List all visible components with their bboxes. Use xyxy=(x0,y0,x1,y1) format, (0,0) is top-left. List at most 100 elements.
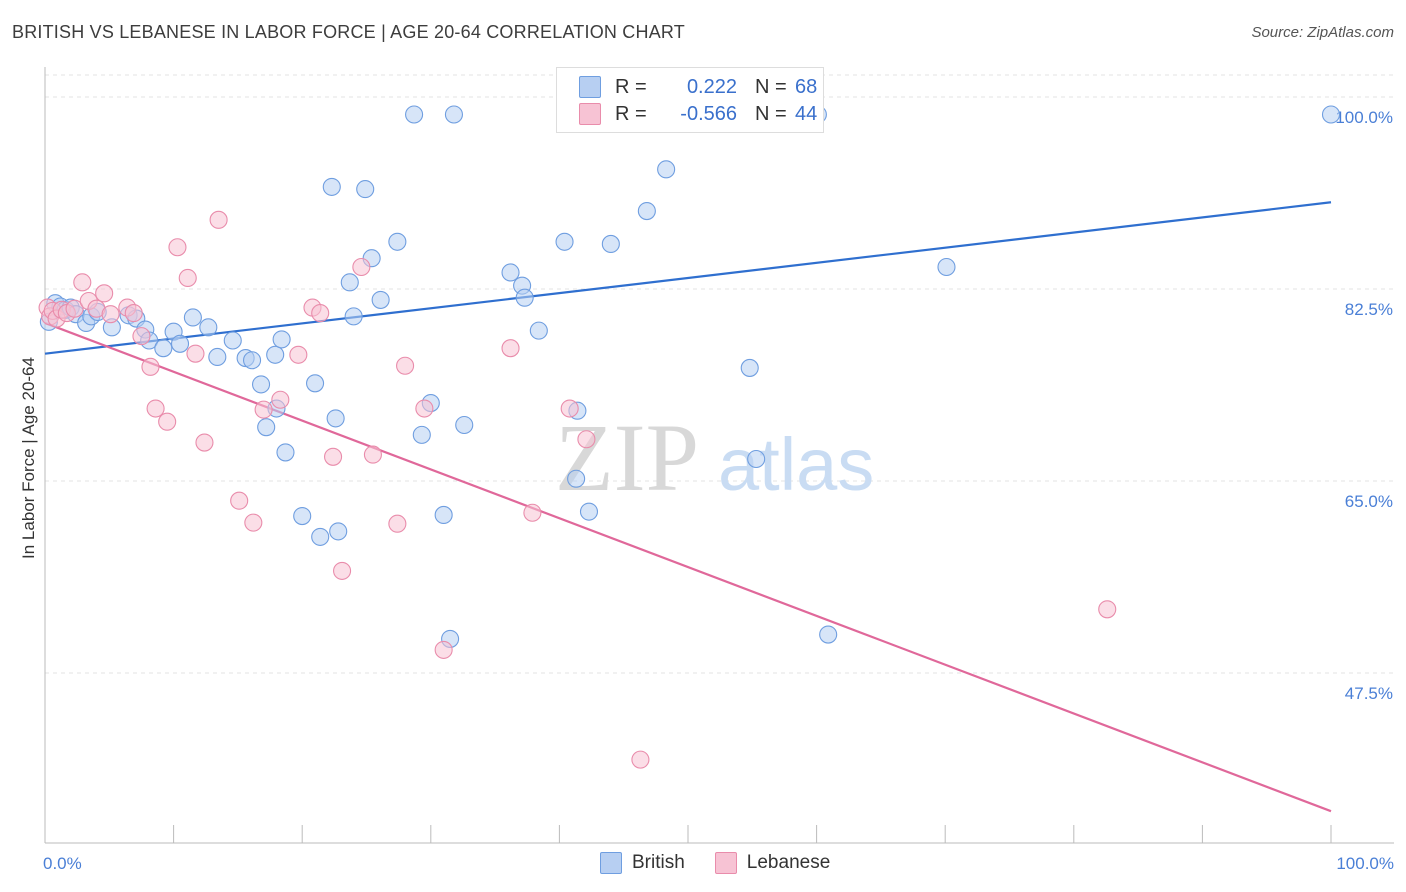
british-point xyxy=(579,502,599,521)
grid-layer xyxy=(45,74,1394,674)
lebanese-point xyxy=(560,399,579,418)
lebanese-point xyxy=(388,514,407,533)
british-point xyxy=(567,469,586,488)
lebanese-point xyxy=(101,305,120,324)
british-point xyxy=(223,331,242,350)
trendline-british xyxy=(44,201,1332,355)
lebanese-point xyxy=(631,750,650,769)
y-tick-label: 65.0% xyxy=(1345,492,1393,511)
lebanese-point xyxy=(311,304,330,323)
british-point xyxy=(183,308,202,327)
british-point xyxy=(529,321,548,340)
lebanese-point xyxy=(132,327,151,346)
lebanese-point xyxy=(396,356,415,375)
lebanese-point xyxy=(65,299,84,318)
lebanese-point xyxy=(230,491,249,510)
trendline-lebanese xyxy=(44,321,1332,813)
lebanese-point xyxy=(271,390,290,409)
lebanese-point xyxy=(146,399,165,418)
british-n-value: 68 xyxy=(795,75,818,98)
lebanese-point xyxy=(124,304,143,323)
british-point xyxy=(266,345,285,364)
lebanese-point xyxy=(352,257,371,277)
lebanese-point xyxy=(168,238,187,257)
british-point xyxy=(747,449,766,469)
correlation-legend: R = 0.222 N = 68 R = -0.566 N = 44 xyxy=(556,67,824,133)
british-point xyxy=(388,232,407,251)
british-point xyxy=(329,522,348,541)
british-point xyxy=(340,273,359,292)
legend-item-british: British xyxy=(600,852,685,874)
british-r-value: 0.222 xyxy=(686,75,737,98)
lebanese-point xyxy=(1098,600,1117,619)
british-point xyxy=(356,180,375,199)
source-label: Source: ZipAtlas.com xyxy=(1251,24,1394,41)
lebanese-point xyxy=(523,503,542,522)
british-point xyxy=(371,290,390,309)
british-point xyxy=(170,334,190,353)
british-point xyxy=(937,257,956,277)
british-point xyxy=(199,318,218,337)
legend-row-lebanese: R = -0.566 N = 44 xyxy=(579,102,817,126)
lebanese-point xyxy=(363,445,382,464)
british-point xyxy=(637,201,656,221)
british-point xyxy=(154,339,173,358)
lebanese-point xyxy=(434,640,453,659)
lebanese-point xyxy=(244,513,263,532)
lebanese-point xyxy=(577,430,596,449)
lebanese-n-value: 44 xyxy=(795,102,818,125)
legend-row-british: R = 0.222 N = 68 xyxy=(579,75,817,99)
lebanese-point xyxy=(141,357,160,376)
lebanese-r-label: R = xyxy=(615,102,647,125)
british-point xyxy=(242,351,262,370)
british-point xyxy=(306,374,325,393)
british-point xyxy=(657,160,676,179)
lebanese-point xyxy=(254,400,273,419)
british-swatch xyxy=(579,76,601,98)
british-point xyxy=(251,375,271,394)
british-point xyxy=(293,507,312,526)
british-point xyxy=(1321,105,1341,124)
lebanese-legend-label: Lebanese xyxy=(746,852,831,873)
lebanese-point xyxy=(178,268,197,288)
axis-layer: 47.5% 65.0% 82.5% 100.0% 0.0% 100.0% xyxy=(43,67,1394,873)
british-point xyxy=(344,307,363,326)
lebanese-point xyxy=(324,447,343,466)
british-point xyxy=(740,358,759,377)
british-legend-swatch xyxy=(600,852,622,874)
lebanese-legend-swatch xyxy=(714,852,737,874)
lebanese-r-value: -0.566 xyxy=(680,102,737,125)
british-point xyxy=(601,234,620,254)
y-axis-label: In Labor Force | Age 20-64 xyxy=(19,357,38,559)
british-point xyxy=(412,425,431,444)
british-point xyxy=(272,330,291,349)
lebanese-point xyxy=(501,339,520,358)
series-legend: British Lebanese xyxy=(600,852,860,874)
british-point xyxy=(311,527,330,546)
british-point xyxy=(276,443,295,462)
british-point xyxy=(515,288,534,307)
british-point xyxy=(555,232,574,251)
x-tick-label-start: 0.0% xyxy=(43,854,82,873)
y-tick-label: 100.0% xyxy=(1335,108,1393,127)
british-r-label: R = xyxy=(615,75,647,98)
british-point xyxy=(257,418,276,437)
lebanese-point xyxy=(415,399,434,418)
lebanese-swatch xyxy=(579,103,601,125)
watermark-atlas: atlas xyxy=(718,423,874,506)
legend-item-lebanese: Lebanese xyxy=(714,852,831,874)
y-tick-label: 47.5% xyxy=(1345,684,1393,703)
british-point xyxy=(455,415,474,435)
lebanese-n-label: N = xyxy=(755,102,787,125)
lebanese-point xyxy=(209,210,228,229)
british-n-label: N = xyxy=(755,75,787,98)
british-point xyxy=(322,177,341,196)
watermark: ZIP atlas xyxy=(555,404,874,511)
british-point xyxy=(819,625,838,644)
british-point xyxy=(326,409,345,428)
british-point xyxy=(501,263,520,282)
british-point xyxy=(444,105,463,124)
british-point xyxy=(405,105,424,124)
british-point xyxy=(208,347,227,367)
